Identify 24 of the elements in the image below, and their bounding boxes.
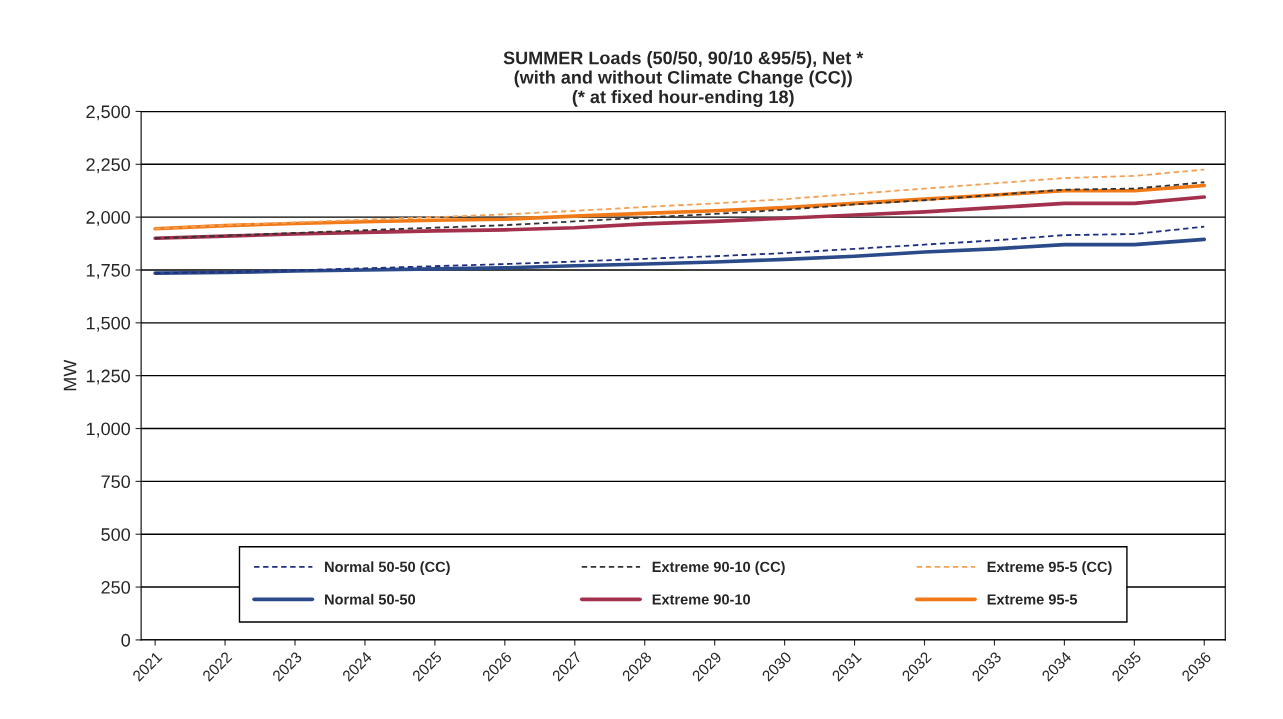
y-axis-title: MW (63, 359, 77, 391)
line-series (154, 168, 1206, 230)
line-series (153, 195, 1207, 241)
line-series (153, 237, 1207, 275)
y-tick-label: 250 (101, 581, 131, 594)
line-series (154, 181, 1206, 240)
legend-label: Normal 50-50 (325, 593, 416, 605)
legend-label: Extreme 90-10 (CC) (652, 561, 785, 575)
line-series (154, 225, 1206, 275)
y-tick-label: 2,500 (86, 105, 131, 121)
y-tick-label: 500 (101, 528, 131, 541)
y-tick-label: 2,000 (86, 211, 131, 226)
y-tick-label: 1,750 (86, 263, 131, 279)
legend-label: Extreme 95-5 (987, 594, 1078, 605)
legend-label: Extreme 90-10 (652, 594, 751, 605)
y-tick-label: 2,250 (86, 158, 131, 174)
y-tick-label: 750 (101, 475, 131, 489)
y-tick-label: 1,500 (86, 316, 131, 332)
y-tick-label: 0 (121, 633, 131, 647)
y-tick-label: 1,250 (86, 369, 131, 385)
y-tick-label: 1,000 (86, 422, 131, 438)
legend-label: Normal 50-50 (CC) (325, 561, 450, 575)
legend-label: Extreme 95-5 (CC) (987, 561, 1112, 575)
chart-title: SUMMER Loads (50/50, 90/10 &95/5), Net * (with and without Climate Change (CC)) (* at fixed hour-ending 18) (503, 51, 864, 107)
